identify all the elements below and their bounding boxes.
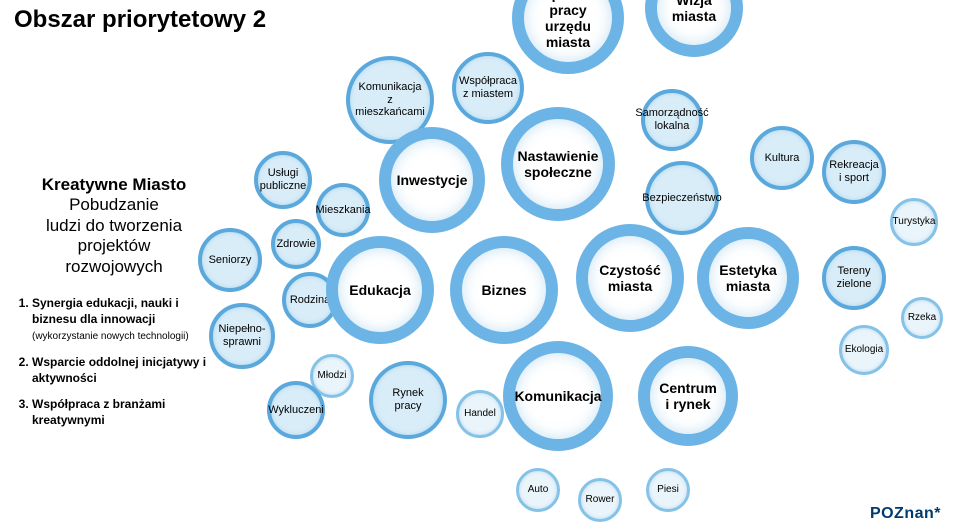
left-sub-3: ludzi do tworzenia [14,216,214,236]
bubble-rekreacja: Rekreacjai sport [822,140,886,204]
left-sub-5: rozwojowych [14,257,214,277]
bubble-seniorzy: Seniorzy [198,228,262,292]
bubble-rynek-pracy: Rynekpracy [369,361,447,439]
bubble-handel: Handel [456,390,504,438]
page-title: Obszar priorytetowy 2 [14,6,266,34]
bubble-edukacja: Edukacja [326,236,434,344]
bubble-wykluczeni: Wykluczeni [267,381,325,439]
bubble-auto: Auto [516,468,560,512]
bubble-samorzadnosc: Samorządnośćlokalna [641,89,703,151]
left-head-1: Kreatywne Miasto [14,175,214,195]
bubble-rzeka: Rzeka [901,297,943,339]
bubble-piesi: Piesi [646,468,690,512]
bubble-bezpieczenstwo: Bezpieczeństwo [645,161,719,235]
bubble-czystosc: Czystośćmiasta [576,224,684,332]
bubble-komunikacja: Komunikacja [503,341,613,451]
list-item: Wsparcie oddolnej inicjatywy i aktywnośc… [32,354,214,386]
bubble-wizja-miasta: Wizjamiasta [645,0,743,57]
bubble-inwestycje: Inwestycje [379,127,485,233]
bubble-sposob-pracy: Sposób pracyurzędu miasta [512,0,624,74]
bubble-nastawienie: Nastawieniespołeczne [501,107,615,221]
list-item: Współpraca z branżami kreatywnymi [32,396,214,428]
bubble-tereny-zielone: Terenyzielone [822,246,886,310]
left-panel: Kreatywne Miasto Pobudzanie ludzi do two… [14,175,214,439]
left-sub-4: projektów [14,236,214,256]
bubble-uslugi-publ: Usługipubliczne [254,151,312,209]
list-item: Synergia edukacji, nauki i biznesu dla i… [32,295,214,344]
bubble-wspolpraca-miastem: Współpracaz miastem [452,52,524,124]
bubble-rower: Rower [578,478,622,522]
bubble-mieszkania: Mieszkania [316,183,370,237]
left-list: Synergia edukacji, nauki i biznesu dla i… [14,295,214,429]
bubble-niepelnosprawni: Niepełno-sprawni [209,303,275,369]
left-sub-2: Pobudzanie [14,195,214,215]
bubble-zdrowie: Zdrowie [271,219,321,269]
bubble-turystyka: Turystyka [890,198,938,246]
bubble-estetyka: Estetykamiasta [697,227,799,329]
bubble-kultura: Kultura [750,126,814,190]
diagram-canvas: { "title": "Obszar priorytetowy 2", "lef… [0,0,959,531]
bubble-ekologia: Ekologia [839,325,889,375]
bubble-biznes: Biznes [450,236,558,344]
logo: POZnan* [870,505,941,523]
bubble-centrum-rynek: Centrumi rynek [638,346,738,446]
